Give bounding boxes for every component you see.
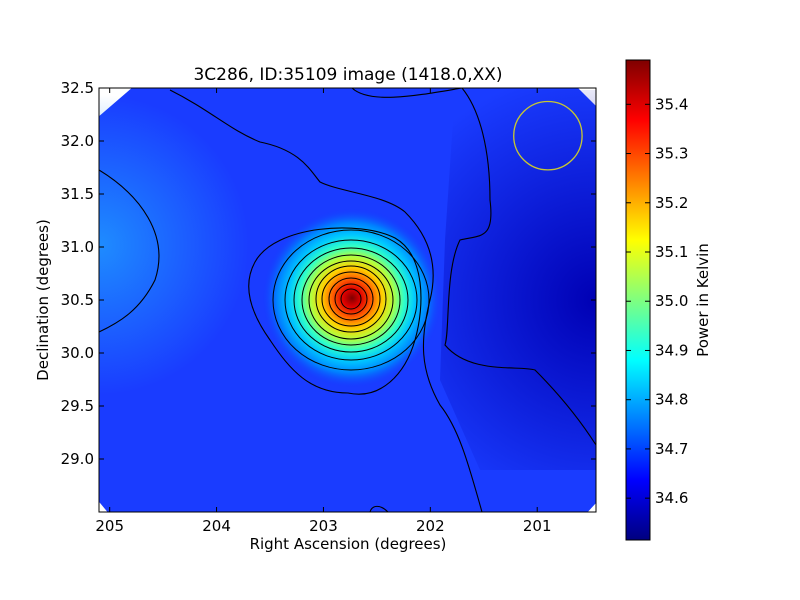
contour-ring [301, 254, 401, 346]
contour-ring [293, 247, 409, 353]
colorbar-tick-label: 35.2 [655, 194, 688, 212]
x-tick-label: 205 [95, 517, 124, 535]
heatmap-source-glow [262, 208, 442, 388]
y-tick-label: 29.5 [61, 397, 94, 415]
contour-line [369, 505, 389, 512]
source-contours [272, 229, 430, 371]
y-tick-label: 32.0 [61, 132, 94, 150]
chart-title: 3C286, ID:35109 image (1418.0,XX) [193, 65, 502, 85]
colorbar-tick-label: 34.8 [655, 391, 688, 409]
x-axis-label: Right Ascension (degrees) [250, 535, 447, 553]
contour-ring [315, 265, 387, 333]
x-axis: 205 204 203 202 201 [95, 88, 552, 535]
colorbar-tick-label: 34.6 [655, 489, 688, 507]
heatmap-dark-region [440, 90, 596, 470]
y-tick-label: 29.0 [61, 450, 94, 468]
contour-ring [321, 271, 381, 327]
colorbar-gradient [625, 59, 651, 541]
contour-line [169, 89, 483, 512]
x-tick-label: 202 [416, 517, 445, 535]
colorbar-label: Power in Kelvin [694, 243, 712, 357]
contour-ring [308, 260, 394, 340]
colorbar-tick-label: 35.4 [655, 95, 688, 113]
x-tick-label: 203 [309, 517, 338, 535]
y-tick-label: 30.0 [61, 344, 94, 362]
colorbar-tick-label: 34.7 [655, 440, 688, 458]
beam-circle [513, 100, 583, 171]
colorbar-tick-label: 35.1 [655, 243, 688, 261]
plot-area: 205 204 203 202 201 29.0 29.5 30.0 30.5 31.0 31.5… [61, 79, 597, 535]
x-tick-label: 201 [523, 517, 552, 535]
y-tick-label: 32.5 [61, 79, 94, 97]
heatmap-left-glow [99, 95, 249, 395]
y-tick-label: 31.5 [61, 185, 94, 203]
contour-ring [340, 288, 362, 310]
contour-line [99, 169, 160, 333]
colorbar-tick-label: 34.9 [655, 341, 688, 359]
colorbar-tick-label: 35.3 [655, 145, 688, 163]
contour-ring [334, 283, 368, 315]
colorbar: 34.6 34.7 34.8 34.9 35.0 35.1 35.2 35.3 35.4 Pow… [625, 59, 712, 541]
contour-line [248, 227, 422, 395]
heatmap-image [99, 88, 596, 512]
contour-ring [328, 277, 374, 321]
colorbar-tick-label: 35.0 [655, 292, 688, 310]
contour-ring [272, 229, 430, 371]
y-axis-label: Declination (degrees) [34, 219, 52, 381]
y-tick-label: 30.5 [61, 291, 94, 309]
y-axis: 29.0 29.5 30.0 30.5 31.0 31.5 32.0 32.5 [61, 79, 596, 468]
colorbar-ticks: 34.6 34.7 34.8 34.9 35.0 35.1 35.2 35.3 35.4 [626, 95, 688, 507]
contour-ring [284, 239, 418, 361]
x-tick-label: 204 [202, 517, 231, 535]
y-tick-label: 31.0 [61, 238, 94, 256]
